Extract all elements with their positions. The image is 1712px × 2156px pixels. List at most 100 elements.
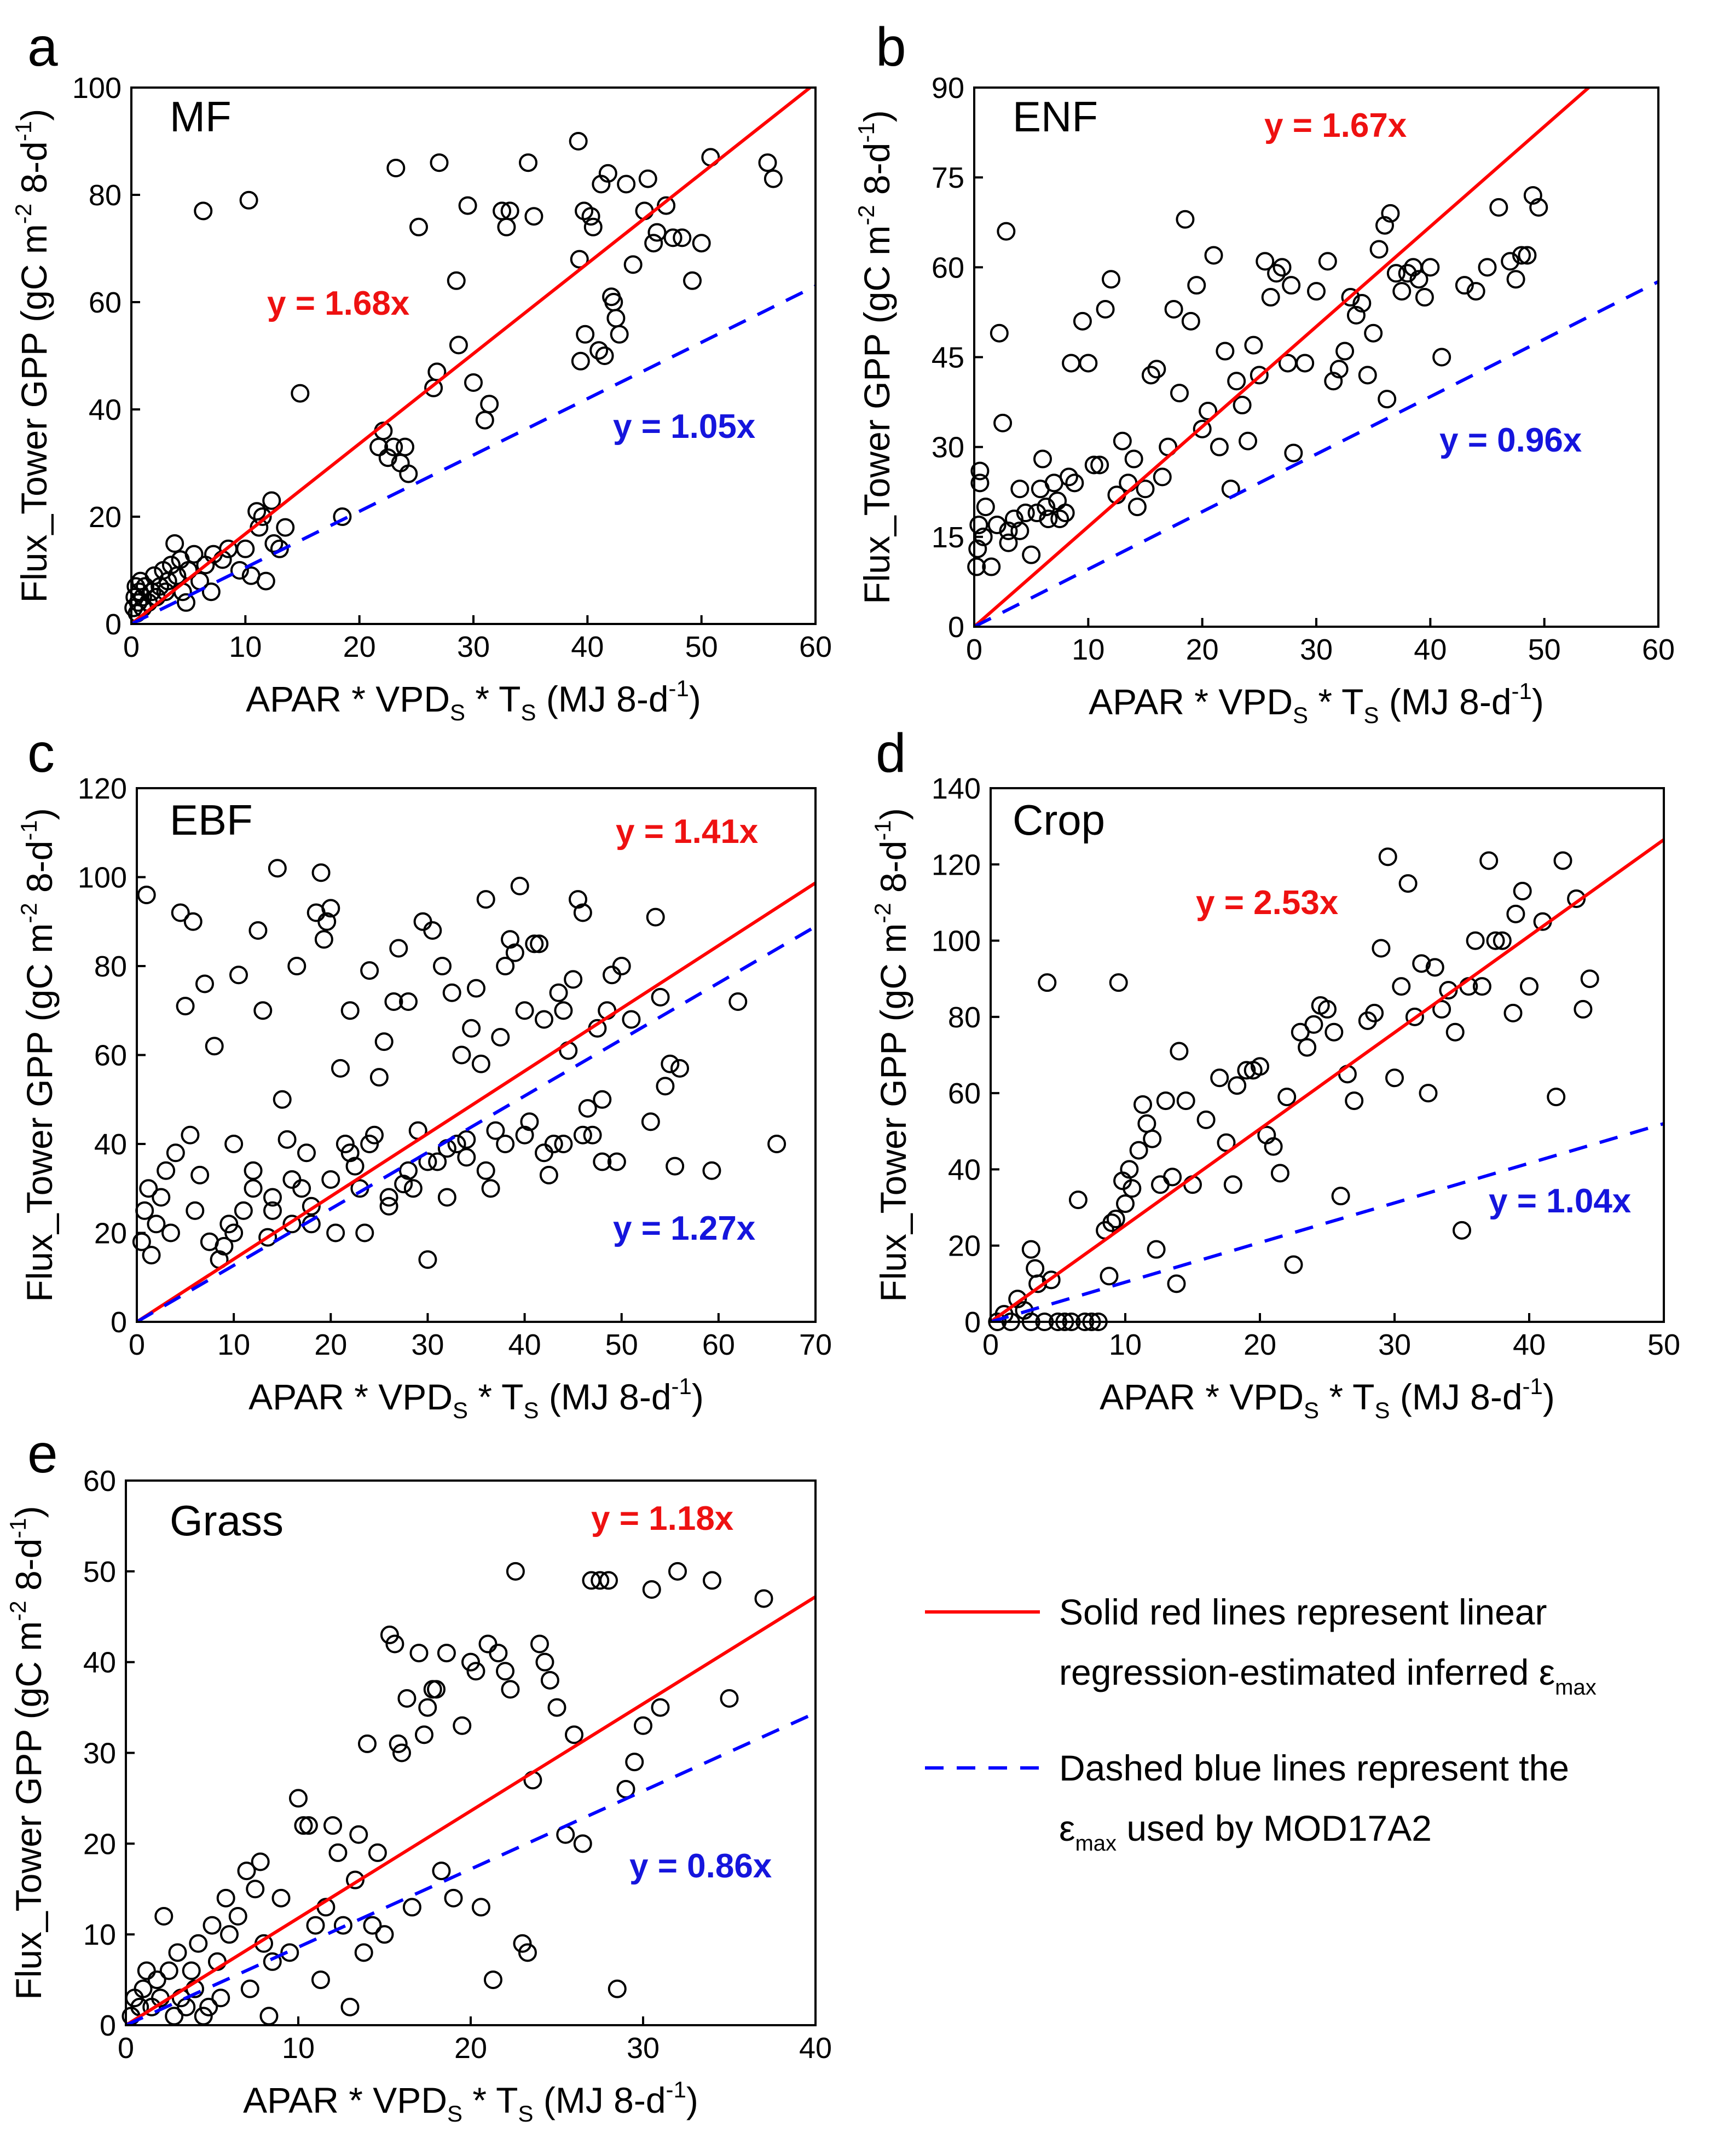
data-point bbox=[530, 934, 549, 953]
data-point bbox=[634, 1716, 652, 1735]
data-point bbox=[496, 957, 515, 975]
data-point bbox=[622, 1010, 641, 1029]
dashed-mod17-line bbox=[131, 284, 815, 624]
data-point bbox=[1335, 342, 1355, 361]
data-point bbox=[1453, 1221, 1471, 1240]
data-point bbox=[1372, 939, 1391, 958]
data-point bbox=[333, 1916, 352, 1935]
data-point bbox=[1547, 1088, 1566, 1107]
panel-title: Crop bbox=[1013, 796, 1105, 844]
data-point bbox=[1251, 1057, 1269, 1076]
data-point bbox=[236, 539, 255, 558]
x-tick-label: 30 bbox=[1300, 633, 1333, 666]
data-point bbox=[289, 1789, 308, 1808]
data-point bbox=[467, 979, 485, 998]
data-point bbox=[1518, 246, 1537, 265]
data-point bbox=[999, 533, 1018, 552]
dashed-mod17-line bbox=[974, 280, 1658, 627]
data-point bbox=[328, 1843, 348, 1862]
data-point bbox=[1419, 1084, 1438, 1103]
data-point bbox=[1124, 449, 1143, 469]
data-point bbox=[501, 1680, 520, 1699]
data-point bbox=[323, 1816, 342, 1835]
data-point bbox=[1284, 443, 1303, 463]
data-point bbox=[720, 1689, 739, 1708]
data-point bbox=[547, 1698, 566, 1717]
data-point bbox=[449, 336, 468, 355]
data-point bbox=[1346, 305, 1366, 325]
y-tick-label: 0 bbox=[100, 2009, 116, 2042]
data-point bbox=[1129, 1141, 1148, 1160]
data-point bbox=[595, 346, 614, 365]
data-point bbox=[333, 507, 352, 526]
data-point bbox=[703, 1571, 721, 1590]
data-point bbox=[589, 341, 609, 360]
data-point bbox=[666, 1157, 685, 1176]
data-point bbox=[375, 1925, 394, 1944]
data-point bbox=[314, 930, 333, 949]
panel-d: d 0 10 20 30 40 50 0 20 40 60 80 100 120 140 APAR * VPD… bbox=[870, 722, 1680, 1423]
data-point bbox=[464, 373, 483, 392]
dashed-mod17-line bbox=[991, 1122, 1664, 1322]
data-point bbox=[1405, 1007, 1424, 1026]
data-point bbox=[216, 1888, 235, 1908]
panel-title: MF bbox=[170, 93, 232, 141]
data-point bbox=[251, 1852, 270, 1871]
data-point bbox=[999, 521, 1018, 540]
data-point bbox=[457, 1130, 476, 1149]
solid-regression-line bbox=[137, 881, 815, 1322]
data-point bbox=[1109, 973, 1128, 992]
y-tick-label: 20 bbox=[89, 501, 122, 534]
data-point bbox=[1486, 931, 1505, 950]
data-point bbox=[480, 395, 499, 414]
data-point bbox=[268, 859, 287, 878]
data-point bbox=[432, 1862, 451, 1881]
data-point bbox=[969, 515, 988, 534]
data-point bbox=[379, 1197, 398, 1216]
data-point bbox=[767, 1135, 786, 1153]
data-point bbox=[625, 1753, 644, 1772]
data-point bbox=[1466, 282, 1485, 301]
data-point bbox=[365, 1125, 384, 1145]
data-point bbox=[1244, 336, 1263, 355]
data-point bbox=[1425, 958, 1444, 977]
data-point bbox=[399, 464, 418, 483]
panel-letter: d bbox=[876, 722, 906, 784]
data-point bbox=[1187, 276, 1206, 295]
data-point bbox=[244, 1179, 263, 1198]
data-point bbox=[203, 1916, 222, 1935]
data-point bbox=[583, 217, 603, 236]
data-point bbox=[258, 1228, 277, 1247]
data-point bbox=[184, 545, 204, 564]
data-point bbox=[219, 1215, 239, 1234]
data-point bbox=[282, 1170, 302, 1189]
data-point bbox=[1163, 1167, 1182, 1187]
data-point bbox=[1506, 904, 1525, 923]
data-point bbox=[683, 271, 702, 290]
data-point bbox=[1102, 270, 1120, 289]
x-tick-label: 50 bbox=[1647, 1328, 1680, 1361]
panel-title: Grass bbox=[170, 1496, 284, 1545]
data-point bbox=[1193, 419, 1212, 438]
data-point bbox=[510, 876, 529, 895]
x-tick-label: 50 bbox=[1528, 633, 1561, 666]
data-point bbox=[1324, 372, 1343, 391]
data-point bbox=[486, 1121, 505, 1140]
data-point bbox=[228, 1907, 247, 1926]
data-point bbox=[139, 1179, 158, 1198]
panel-c: c 0 10 20 30 40 50 60 70 0 20 40 60 80 100 120 APAR * VP… bbox=[16, 722, 832, 1423]
x-tick-label: 0 bbox=[982, 1328, 999, 1361]
data-point bbox=[554, 1135, 573, 1153]
data-point bbox=[262, 491, 281, 510]
data-point bbox=[1039, 510, 1058, 528]
data-point bbox=[165, 534, 184, 553]
y-tick-label: 20 bbox=[83, 1828, 116, 1860]
data-point bbox=[264, 534, 284, 553]
data-point bbox=[1016, 504, 1035, 523]
data-point bbox=[447, 1135, 466, 1153]
data-point bbox=[1392, 282, 1412, 301]
data-point bbox=[1176, 210, 1195, 229]
y-tick-label: 0 bbox=[964, 1306, 981, 1339]
data-point bbox=[409, 1644, 429, 1663]
data-point bbox=[340, 1997, 360, 2016]
